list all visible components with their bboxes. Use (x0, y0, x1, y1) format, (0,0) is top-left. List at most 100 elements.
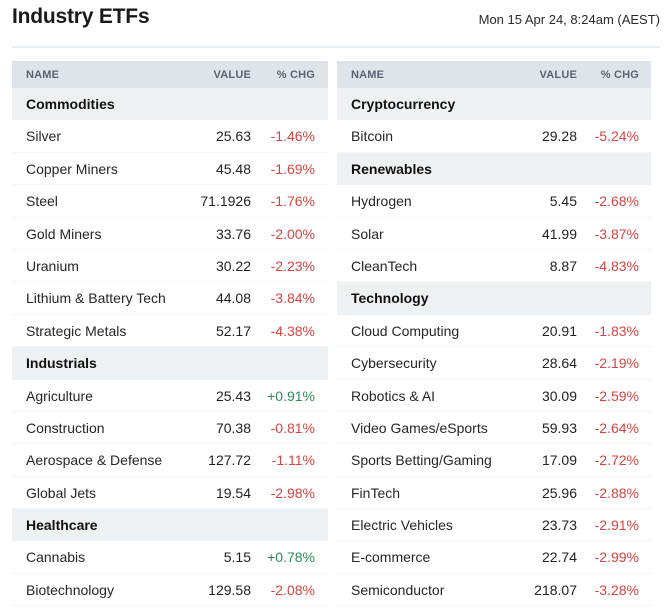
column-header-name[interactable]: NAME (351, 69, 385, 81)
etf-name[interactable]: Solar (351, 225, 384, 242)
table-row[interactable]: Bitcoin 29.28 -5.24% (337, 120, 651, 153)
table-row[interactable]: Solar 41.99 -3.87% (337, 218, 651, 250)
etf-name[interactable]: Gold Miners (26, 225, 102, 242)
column-header-change[interactable]: % CHG (600, 69, 639, 81)
etf-change: -2.59% (594, 387, 639, 404)
table-row[interactable]: Biotechnology 129.58 -2.08% (12, 574, 328, 607)
table-row[interactable]: Hydrogen 5.45 -2.68% (337, 185, 651, 218)
etf-name[interactable]: Strategic Metals (26, 322, 127, 339)
etf-name[interactable]: Aerospace & Defense (26, 452, 163, 469)
etf-name[interactable]: Cloud Computing (351, 322, 460, 339)
etf-change: -2.72% (594, 452, 639, 469)
column-header-change[interactable]: % CHG (276, 69, 315, 81)
etf-name[interactable]: Silver (26, 128, 62, 145)
etf-change: -1.46% (270, 128, 315, 145)
table-header: NAME VALUE % CHG (337, 61, 651, 88)
etf-change: -4.83% (594, 257, 639, 274)
group-label: Renewables (351, 160, 432, 177)
table-row[interactable]: Uranium 30.22 -2.23% (12, 250, 328, 283)
table-row[interactable]: Cybersecurity 28.64 -2.19% (337, 347, 651, 380)
etf-name[interactable]: CleanTech (351, 257, 418, 274)
table-row[interactable]: Silver 25.63 -1.46% (12, 120, 328, 153)
etf-value: 44.08 (215, 290, 251, 307)
etf-change: -2.98% (270, 484, 315, 501)
etf-change: +0.78% (267, 549, 315, 566)
etf-name[interactable]: Uranium (26, 257, 79, 274)
etf-name[interactable]: Copper Miners (26, 160, 118, 177)
etf-name[interactable]: Agriculture (26, 387, 93, 404)
table-row[interactable]: E-commerce 22.74 -2.99% (337, 541, 651, 574)
table-row[interactable]: Robotics & AI 30.09 -2.59% (337, 380, 651, 412)
table-row[interactable]: Semiconductor 218.07 -3.28% (337, 574, 651, 607)
table-row[interactable]: Steel 71.1926 -1.76% (12, 185, 328, 218)
etf-change: +0.91% (267, 387, 315, 404)
etf-name[interactable]: Electric Vehicles (351, 517, 453, 534)
etf-value: 29.28 (541, 128, 577, 145)
etf-change: -2.08% (270, 581, 315, 598)
column-header-value[interactable]: VALUE (213, 69, 251, 81)
table-row[interactable]: Construction 70.38 -0.81% (12, 412, 328, 445)
etf-name[interactable]: E-commerce (351, 549, 431, 566)
table-row[interactable]: Cloud Computing 20.91 -1.83% (337, 315, 651, 348)
etf-name[interactable]: Global Jets (26, 484, 97, 501)
table-row[interactable]: CleanTech 8.87 -4.83% (337, 250, 651, 283)
etf-change: -2.64% (594, 419, 639, 436)
timestamp: Mon 15 Apr 24, 8:24am (AEST) (478, 12, 660, 27)
etf-change: -3.28% (594, 581, 639, 598)
table-row[interactable]: Electric Vehicles 23.73 -2.91% (337, 509, 651, 542)
table-row[interactable]: Video Games/eSports 59.93 -2.64% (337, 412, 651, 445)
group-header-row: Technology (337, 282, 651, 315)
group-header-row: Cryptocurrency (337, 88, 651, 121)
etf-name[interactable]: Video Games/eSports (351, 419, 488, 436)
etf-value: 5.45 (549, 193, 577, 210)
etf-value: 5.15 (223, 549, 251, 566)
etf-change: -2.91% (594, 517, 639, 534)
etf-value: 25.63 (215, 128, 251, 145)
table-row[interactable]: Global Jets 19.54 -2.98% (12, 477, 328, 510)
table-row[interactable]: Lithium & Battery Tech 44.08 -3.84% (12, 282, 328, 315)
etf-table-left: NAME VALUE % CHG Commodities Silver 25.63 -… (12, 61, 328, 607)
etf-value: 129.58 (208, 581, 251, 598)
table-row[interactable]: Agriculture 25.43 +0.91% (12, 380, 328, 412)
etf-name[interactable]: Cybersecurity (351, 355, 437, 372)
table-row[interactable]: Aerospace & Defense 127.72 -1.11% (12, 444, 328, 477)
etf-name[interactable]: Robotics & AI (351, 387, 436, 404)
etf-change: -2.00% (270, 225, 315, 242)
etf-value: 59.93 (541, 419, 577, 436)
etf-value: 127.72 (208, 452, 251, 469)
etf-change: -4.38% (270, 322, 315, 339)
etf-name[interactable]: FinTech (351, 484, 401, 501)
etf-value: 70.38 (215, 419, 251, 436)
table-row[interactable]: Cannabis 5.15 +0.78% (12, 541, 328, 574)
group-label: Technology (351, 290, 429, 307)
table-row[interactable]: Copper Miners 45.48 -1.69% (12, 153, 328, 186)
etf-value: 30.09 (541, 387, 577, 404)
etf-change: -1.11% (271, 452, 315, 469)
group-label: Industrials (26, 355, 97, 372)
etf-name[interactable]: Bitcoin (351, 128, 394, 145)
etf-name[interactable]: Lithium & Battery Tech (26, 290, 166, 307)
column-header-name[interactable]: NAME (26, 69, 60, 81)
etf-change: -2.68% (594, 193, 639, 210)
table-row[interactable]: Sports Betting/Gaming 17.09 -2.72% (337, 444, 651, 477)
table-row[interactable]: Strategic Metals 52.17 -4.38% (12, 315, 328, 348)
etf-name[interactable]: Sports Betting/Gaming (351, 452, 492, 469)
etf-change: -3.84% (270, 290, 315, 307)
table-row[interactable]: Gold Miners 33.76 -2.00% (12, 218, 328, 250)
etf-change: -1.69% (270, 160, 315, 177)
group-header-row: Commodities (12, 88, 328, 121)
table-row[interactable]: FinTech 25.96 -2.88% (337, 477, 651, 510)
etf-name[interactable]: Biotechnology (26, 581, 114, 598)
etf-value: 8.87 (549, 257, 577, 274)
etf-value: 20.91 (541, 322, 577, 339)
etf-table-right: NAME VALUE % CHG Cryptocurrency Bitcoin 29… (337, 61, 651, 607)
etf-name[interactable]: Hydrogen (351, 193, 412, 210)
etf-value: 30.22 (215, 257, 251, 274)
column-header-value[interactable]: VALUE (539, 69, 577, 81)
etf-name[interactable]: Construction (26, 419, 105, 436)
etf-name[interactable]: Steel (26, 193, 58, 210)
etf-value: 25.43 (215, 387, 251, 404)
etf-value: 17.09 (541, 452, 577, 469)
etf-name[interactable]: Semiconductor (351, 581, 445, 598)
etf-name[interactable]: Cannabis (26, 549, 86, 566)
